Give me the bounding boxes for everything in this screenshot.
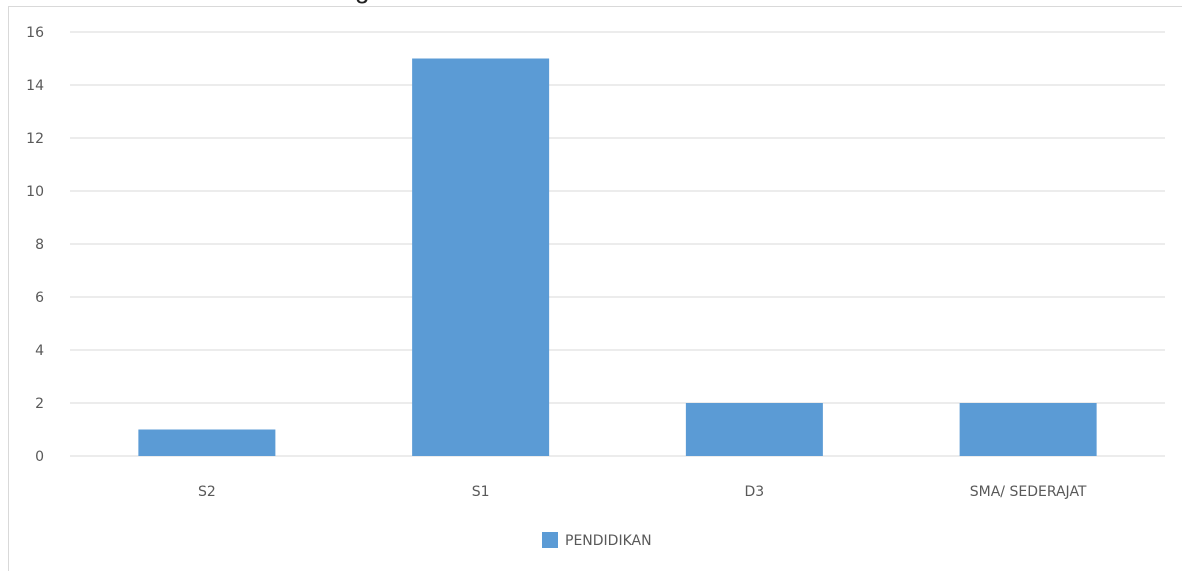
x-category-label: S1 bbox=[472, 484, 490, 500]
y-axis-ticks: 0 2 4 6 8 10 12 14 16 bbox=[26, 25, 44, 465]
legend[interactable]: PENDIDIKAN bbox=[542, 532, 652, 549]
bar-s2[interactable] bbox=[138, 429, 276, 457]
y-tick-label: 16 bbox=[26, 25, 44, 41]
y-tick-label: 8 bbox=[35, 237, 44, 253]
y-tick-label: 10 bbox=[26, 184, 44, 200]
bar-d3[interactable] bbox=[685, 403, 823, 456]
chart-title-fragment: g bbox=[355, 0, 369, 4]
bar-s1[interactable] bbox=[412, 58, 550, 457]
legend-label: PENDIDIKAN bbox=[565, 533, 652, 549]
gridlines bbox=[70, 31, 1165, 457]
x-category-label: D3 bbox=[745, 484, 765, 500]
y-tick-label: 12 bbox=[26, 131, 44, 147]
y-tick-label: 14 bbox=[26, 78, 44, 94]
bar-sma-sederajat[interactable] bbox=[959, 403, 1097, 456]
y-tick-label: 0 bbox=[35, 449, 44, 465]
y-tick-label: 4 bbox=[35, 343, 44, 359]
legend-swatch bbox=[542, 532, 558, 548]
chart-frame bbox=[8, 6, 1182, 571]
bars bbox=[138, 58, 1097, 457]
x-category-label: S2 bbox=[198, 484, 216, 500]
y-tick-label: 6 bbox=[35, 290, 44, 306]
x-category-label: SMA/ SEDERAJAT bbox=[970, 484, 1087, 500]
y-tick-label: 2 bbox=[35, 396, 44, 412]
x-axis-labels: S2 S1 D3 SMA/ SEDERAJAT bbox=[198, 484, 1087, 500]
